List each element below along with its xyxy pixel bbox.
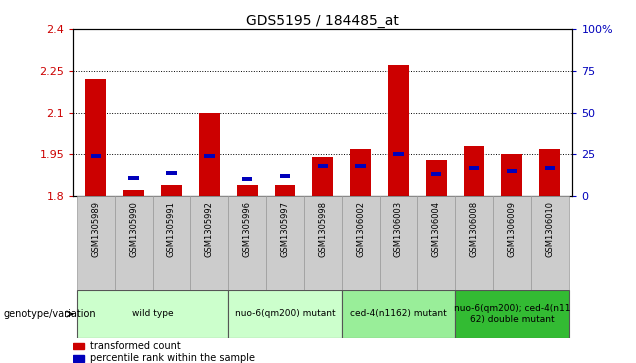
Text: transformed count: transformed count — [90, 341, 181, 351]
Bar — [431, 172, 441, 176]
Bar — [237, 185, 258, 196]
Text: nuo-6(qm200); ced-4(n11
62) double mutant: nuo-6(qm200); ced-4(n11 62) double mutan… — [453, 304, 570, 324]
Bar — [304, 196, 342, 290]
Text: GSM1306010: GSM1306010 — [545, 201, 554, 257]
Text: GSM1306002: GSM1306002 — [356, 201, 365, 257]
Bar — [417, 196, 455, 290]
Bar — [350, 149, 371, 196]
Bar — [123, 191, 144, 196]
Bar — [266, 196, 304, 290]
Bar — [464, 146, 485, 196]
Bar — [153, 196, 190, 290]
Bar — [190, 196, 228, 290]
Bar — [114, 196, 153, 290]
Bar — [544, 166, 555, 170]
Text: GSM1306008: GSM1306008 — [469, 201, 478, 257]
Bar — [128, 176, 139, 180]
Text: GSM1305992: GSM1305992 — [205, 201, 214, 257]
Text: wild type: wild type — [132, 310, 174, 318]
Text: GSM1306009: GSM1306009 — [508, 201, 516, 257]
Bar — [539, 149, 560, 196]
Bar — [77, 196, 114, 290]
Bar — [312, 157, 333, 196]
Bar — [501, 154, 522, 196]
Bar — [317, 164, 328, 168]
Bar — [342, 290, 455, 338]
Bar — [242, 178, 252, 181]
Bar — [493, 196, 531, 290]
Bar — [275, 185, 295, 196]
Bar — [531, 196, 569, 290]
Bar — [85, 79, 106, 196]
Bar — [455, 196, 493, 290]
Text: GSM1306004: GSM1306004 — [432, 201, 441, 257]
Bar — [426, 160, 446, 196]
Bar — [228, 196, 266, 290]
Bar — [228, 290, 342, 338]
Text: percentile rank within the sample: percentile rank within the sample — [90, 354, 254, 363]
Bar — [73, 343, 84, 349]
Bar — [380, 196, 417, 290]
Title: GDS5195 / 184485_at: GDS5195 / 184485_at — [246, 14, 399, 28]
Bar — [166, 171, 177, 175]
Bar — [199, 113, 219, 196]
Text: GSM1305997: GSM1305997 — [280, 201, 289, 257]
Bar — [77, 290, 228, 338]
Bar — [356, 164, 366, 168]
Text: ced-4(n1162) mutant: ced-4(n1162) mutant — [350, 310, 447, 318]
Text: GSM1306003: GSM1306003 — [394, 201, 403, 257]
Bar — [469, 166, 480, 170]
Text: GSM1305996: GSM1305996 — [242, 201, 252, 257]
Bar — [91, 154, 101, 158]
Text: GSM1305991: GSM1305991 — [167, 201, 176, 257]
Bar — [388, 65, 409, 196]
Bar — [342, 196, 380, 290]
Text: GSM1305998: GSM1305998 — [318, 201, 328, 257]
Text: genotype/variation: genotype/variation — [3, 309, 96, 319]
Text: nuo-6(qm200) mutant: nuo-6(qm200) mutant — [235, 310, 335, 318]
Bar — [393, 152, 404, 156]
Bar — [73, 355, 84, 362]
Text: GSM1305989: GSM1305989 — [92, 201, 100, 257]
Bar — [455, 290, 569, 338]
Bar — [204, 154, 214, 158]
Bar — [280, 174, 290, 178]
Text: GSM1305990: GSM1305990 — [129, 201, 138, 257]
Bar — [161, 185, 182, 196]
Bar — [507, 169, 517, 173]
